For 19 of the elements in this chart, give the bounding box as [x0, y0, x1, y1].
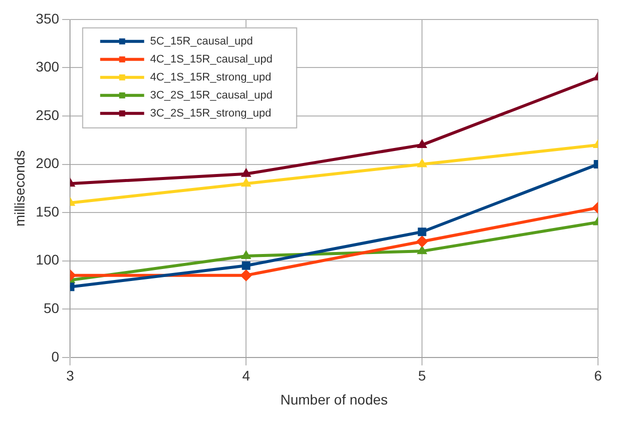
legend-label: 5C_15R_causal_upd: [150, 35, 253, 48]
legend-label: 4C_1S_15R_strong_upd: [150, 71, 272, 84]
x-tick-label: 3: [66, 368, 74, 384]
y-tick-label: 0: [51, 348, 60, 364]
y-tick-label: 250: [36, 106, 60, 123]
y-tick-label: 100: [36, 252, 60, 268]
y-tick-label: 350: [36, 10, 60, 26]
y-tick-label: 50: [44, 300, 60, 316]
y-tick-label: 200: [36, 155, 60, 172]
x-tick-label: 4: [242, 368, 250, 384]
legend-label: 3C_2S_15R_causal_upd: [150, 89, 272, 102]
legend-label: 4C_1S_15R_causal_upd: [150, 53, 272, 66]
y-axis-title: milliseconds: [11, 150, 28, 227]
y-tick-label: 300: [36, 58, 60, 75]
x-axis-title: Number of nodes: [280, 391, 388, 408]
y-tick-label: 150: [36, 203, 60, 220]
x-tick-label: 6: [594, 368, 602, 384]
legend-label: 3C_2S_15R_strong_upd: [150, 107, 272, 120]
x-tick-label: 5: [418, 368, 426, 384]
